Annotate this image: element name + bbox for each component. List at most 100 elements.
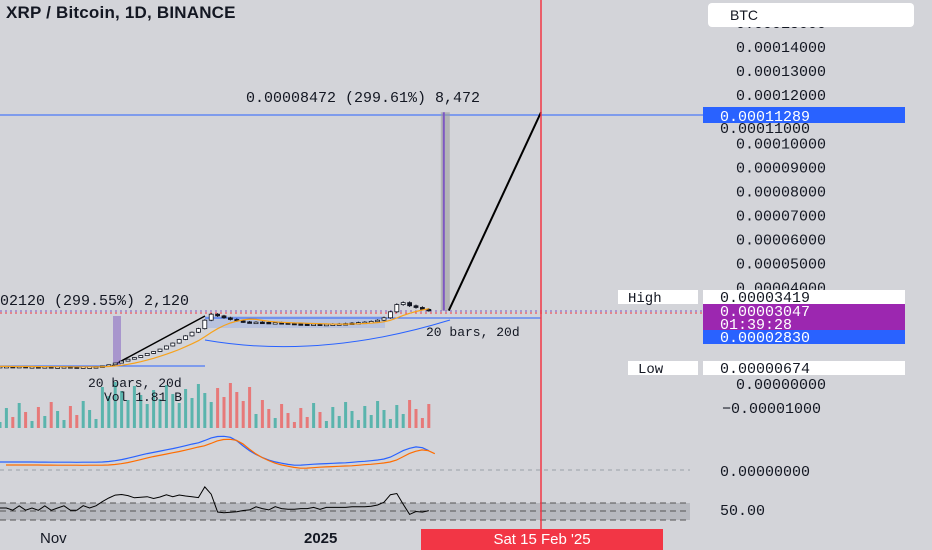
svg-text:0.00003419: 0.00003419 bbox=[720, 290, 810, 307]
candle-body bbox=[407, 302, 413, 307]
candle-body bbox=[157, 348, 163, 352]
volume-bar bbox=[177, 403, 181, 428]
candle-body bbox=[298, 323, 304, 326]
volume-bar bbox=[132, 386, 136, 428]
volume-bar bbox=[30, 421, 34, 428]
candlestick-series bbox=[0, 301, 432, 369]
candle-body bbox=[394, 304, 400, 313]
candle-body bbox=[227, 317, 233, 320]
volume-bar bbox=[113, 382, 117, 428]
last-price-label: 0.00003047 01:39:28 bbox=[703, 304, 905, 334]
candle-body bbox=[253, 321, 259, 325]
candle-body bbox=[259, 321, 265, 325]
volume-bar bbox=[312, 403, 316, 428]
candle-body bbox=[202, 319, 208, 330]
candle-body bbox=[138, 355, 144, 358]
volume-bar bbox=[248, 387, 252, 428]
projection-line[interactable] bbox=[447, 111, 542, 312]
oscillator-level-label: 50.00 bbox=[720, 503, 765, 520]
macd-signal-line bbox=[6, 438, 436, 469]
volume-bar bbox=[228, 383, 232, 428]
volume-bar bbox=[196, 384, 200, 428]
price-tick: 0.00007000 bbox=[736, 209, 826, 226]
candle-body bbox=[151, 351, 157, 354]
volume-bar bbox=[43, 416, 47, 428]
volume-bar bbox=[49, 402, 53, 428]
volume-bar bbox=[350, 411, 354, 428]
candle-body bbox=[375, 319, 381, 323]
bars-lower-label: 20 bars, 20d bbox=[88, 376, 182, 391]
volume-bar bbox=[280, 404, 284, 428]
volume-bar bbox=[203, 393, 207, 428]
volume-label: Vol 1.81 B bbox=[104, 390, 182, 405]
volume-bars bbox=[0, 382, 431, 428]
volume-bar bbox=[260, 400, 264, 428]
svg-text:0.00002830: 0.00002830 bbox=[720, 330, 810, 347]
measure-lower-box bbox=[113, 316, 121, 366]
volume-bar bbox=[318, 412, 322, 428]
volume-bar bbox=[209, 402, 213, 428]
volume-bar bbox=[75, 415, 79, 428]
volume-bar bbox=[305, 417, 309, 428]
price-tick: 0.00014000 bbox=[736, 40, 826, 57]
candle-body bbox=[291, 322, 297, 326]
volume-bar bbox=[254, 414, 258, 428]
price-tick: 0.00006000 bbox=[736, 233, 826, 250]
volume-bar bbox=[427, 404, 431, 428]
volume-bar bbox=[62, 420, 66, 428]
svg-text:Low: Low bbox=[638, 362, 664, 378]
oscillator-panel bbox=[0, 486, 690, 521]
candle-body bbox=[311, 323, 317, 326]
candle-body bbox=[266, 321, 272, 325]
candle-body bbox=[170, 342, 176, 347]
price-tick: 0.00010000 bbox=[736, 136, 826, 153]
volume-bar bbox=[414, 409, 418, 428]
candle-body bbox=[272, 322, 278, 325]
macd-zero-label: 0.00000000 bbox=[720, 464, 810, 481]
volume-bar bbox=[190, 398, 194, 428]
volume-bar bbox=[81, 401, 85, 428]
svg-text:0.00003047: 0.00003047 bbox=[720, 304, 810, 321]
volume-bar bbox=[184, 389, 188, 428]
volume-bar bbox=[94, 419, 98, 428]
blue-curve bbox=[204, 319, 451, 348]
candle-body bbox=[247, 321, 253, 324]
volume-bar bbox=[126, 400, 130, 428]
candle-body bbox=[176, 339, 182, 344]
candle-body bbox=[131, 357, 137, 360]
volume-bar bbox=[299, 408, 303, 428]
price-tick: −0.00001000 bbox=[722, 401, 821, 418]
volume-bar bbox=[120, 391, 124, 428]
volume-bar bbox=[100, 387, 104, 428]
volume-bar bbox=[222, 397, 226, 428]
ma-orange-line bbox=[0, 308, 429, 368]
candle-body bbox=[215, 313, 221, 317]
price-tick-hidden: 0.00011000 bbox=[720, 121, 810, 138]
volume-bar bbox=[88, 410, 92, 428]
volume-bar bbox=[139, 395, 143, 428]
chart-title[interactable]: XRP / Bitcoin, 1D, BINANCE bbox=[6, 3, 236, 22]
price-tick: 0.00013000 bbox=[736, 64, 826, 81]
volume-bar bbox=[382, 410, 386, 428]
svg-text:0.00000674: 0.00000674 bbox=[720, 361, 810, 378]
candle-body bbox=[195, 328, 201, 333]
candle-body bbox=[426, 308, 432, 312]
candle-body bbox=[413, 305, 419, 308]
volume-bar bbox=[267, 409, 271, 428]
oscillator-line bbox=[0, 486, 429, 516]
candle-body bbox=[163, 345, 169, 350]
volume-bar bbox=[286, 413, 290, 428]
volume-bar bbox=[331, 407, 335, 428]
candle-body bbox=[125, 358, 131, 362]
volume-bar bbox=[164, 385, 168, 428]
volume-bar bbox=[216, 388, 220, 428]
currency-button[interactable]: BTC bbox=[708, 3, 914, 27]
trend-line-lower bbox=[111, 315, 206, 367]
volume-bar bbox=[145, 404, 149, 428]
price-label-target: 0.00011289 bbox=[703, 107, 905, 126]
price-tick: 0.00012000 bbox=[736, 88, 826, 105]
measure-lower-label: 02120 (299.55%) 2,120 bbox=[0, 293, 189, 310]
volume-bar bbox=[369, 415, 373, 428]
measure-upper-label: 0.00008472 (299.61%) 8,472 bbox=[246, 90, 480, 107]
